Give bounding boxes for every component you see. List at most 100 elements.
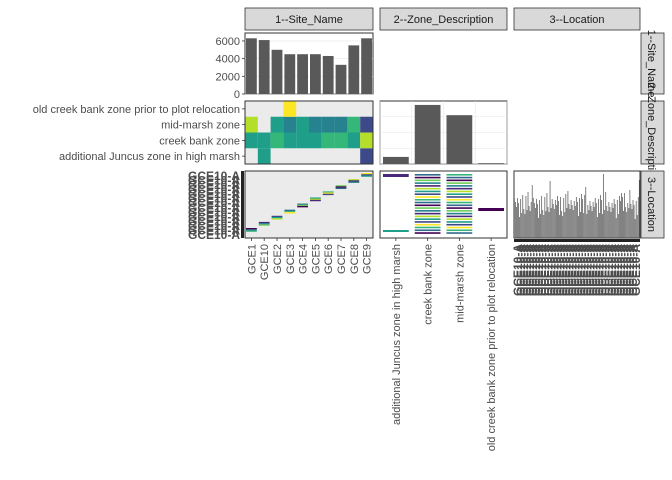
zone-location-tile: [383, 230, 409, 232]
heatmap-cell-GCE8-2: [347, 116, 361, 133]
heatmap-cell-GCE8-1: [347, 132, 361, 149]
location-bar: [601, 200, 602, 238]
location-tick-label: GCE10-A: [188, 178, 240, 192]
zone-location-tile: [446, 201, 473, 204]
location-tick-label: GCE10-A: [188, 205, 240, 219]
location-bar: [538, 218, 539, 238]
site-tick-label: GCE1: [246, 244, 258, 274]
location-bar: [514, 198, 515, 238]
location-bar: [535, 208, 536, 238]
location-bar: [583, 213, 585, 238]
site-tick-label: GCE8: [349, 244, 361, 274]
heatmap-cell-GCE6-1: [321, 132, 335, 149]
location-bar: [549, 181, 551, 238]
zone-location-tile: [414, 232, 441, 234]
location-x-tick-label: GCE10-A: [565, 244, 579, 296]
zone-location-tile: [446, 204, 473, 207]
heatmap-cell-GCE2-2: [270, 116, 284, 133]
location-bar: [607, 211, 609, 238]
location-bar: [543, 215, 545, 238]
location-x-tick-label: GCE10-A: [538, 244, 552, 296]
site-count-tick-label: 2000: [216, 71, 240, 83]
zone-x-tick-label: mid-marsh zone: [454, 244, 466, 323]
location-x-tick-label: GCE10-A: [523, 244, 537, 296]
location-x-tick-label: GCE10-A: [535, 244, 549, 296]
location-tick-label: GCE10-A: [188, 223, 240, 237]
location-x-tick-band: [514, 239, 640, 242]
heatmap-cell-GCE3-2: [283, 116, 297, 133]
location-bar: [611, 203, 613, 238]
zone-location-tile: [414, 185, 441, 187]
site-bar-GCE10: [258, 40, 270, 94]
zone-location-tile: [446, 223, 473, 226]
location-bar: [632, 200, 634, 238]
heatmap-cell-GCE3-1: [283, 132, 297, 149]
location-bar: [528, 206, 530, 238]
location-bar: [628, 208, 630, 238]
location-tile-GCE5: [310, 198, 321, 201]
location-bar: [525, 196, 527, 238]
location-bar: [530, 202, 532, 238]
heatmap-cell-GCE2-1: [270, 132, 284, 149]
location-bar: [616, 200, 618, 238]
heatmap-cell-GCE4-1: [296, 132, 309, 149]
location-bar: [518, 203, 519, 238]
zone-location-tile: [414, 187, 441, 190]
col-strip-label-1: 1--Site_Name: [275, 14, 343, 26]
zone-location-tile: [414, 176, 441, 179]
location-x-tick-label: GCE10-A: [511, 244, 525, 296]
location-tile-GCE2: [271, 216, 283, 219]
zone-location-tile: [414, 218, 441, 220]
location-bar: [557, 196, 558, 238]
zone-location-tile: [446, 179, 473, 182]
zone-location-tile: [446, 174, 473, 176]
site-bar-GCE5: [310, 54, 321, 94]
col-strip-label-3: 3--Location: [549, 14, 604, 26]
zone-location-tile: [414, 210, 441, 212]
location-tick-label: GCE10-A: [188, 192, 240, 206]
location-tile-GCE1: [246, 228, 257, 230]
location-bar: [568, 204, 570, 238]
heatmap-cell-GCE4-2: [296, 116, 309, 133]
location-x-tick-label: GCE10-A: [581, 244, 595, 296]
location-tick-label: GCE10-A: [188, 228, 240, 242]
location-x-tick-label: GCE10-A: [623, 244, 637, 296]
col-strip-2: [379, 7, 508, 31]
location-tile-GCE4: [297, 204, 308, 207]
location-bar: [566, 208, 568, 238]
location-tile-GCE4: [297, 203, 308, 205]
location-x-tick-label: GCE10-A: [550, 244, 564, 296]
location-bar: [602, 214, 603, 238]
zone-location-tile: [446, 232, 473, 234]
zone-location-tile: [446, 182, 473, 184]
location-bar: [596, 217, 598, 238]
location-bar: [516, 207, 517, 238]
zone-location-tile: [446, 207, 473, 209]
zone-location-tile: [414, 204, 441, 207]
location-bar: [542, 210, 544, 238]
location-tile-GCE2: [271, 218, 283, 220]
location-x-tick-label: GCE10-A: [584, 244, 598, 296]
zone-location-tile: [414, 190, 441, 193]
site-count-tick-label: 4000: [216, 54, 240, 66]
location-x-tick-label: GCE10-A: [532, 244, 546, 296]
location-x-tick-label: GCE10-A: [620, 244, 634, 296]
location-tile-GCE9: [361, 174, 372, 176]
location-bar: [582, 199, 583, 238]
zone-location-tile: [446, 198, 473, 201]
site-count-tick-label: 6000: [216, 36, 240, 48]
zone-x-tick-label: old creek bank zone prior to plot reloca…: [486, 244, 498, 451]
location-bar: [554, 200, 556, 238]
location-bar: [603, 174, 604, 238]
site-tick-label: GCE10: [259, 244, 271, 280]
location-bar: [584, 195, 586, 238]
location-x-tick-label: GCE10-A: [593, 244, 607, 296]
heatmap-cell-GCE7-2: [334, 116, 348, 133]
row-strip-label-1: 1--Site_Name: [645, 30, 657, 98]
strip-layer: 1--Site_Name 2--Zone_Description 3--Locati…: [244, 7, 665, 239]
location-bar: [548, 212, 550, 238]
location-bar: [564, 212, 566, 238]
zone-location-tile: [446, 176, 473, 179]
location-bar: [606, 206, 608, 238]
